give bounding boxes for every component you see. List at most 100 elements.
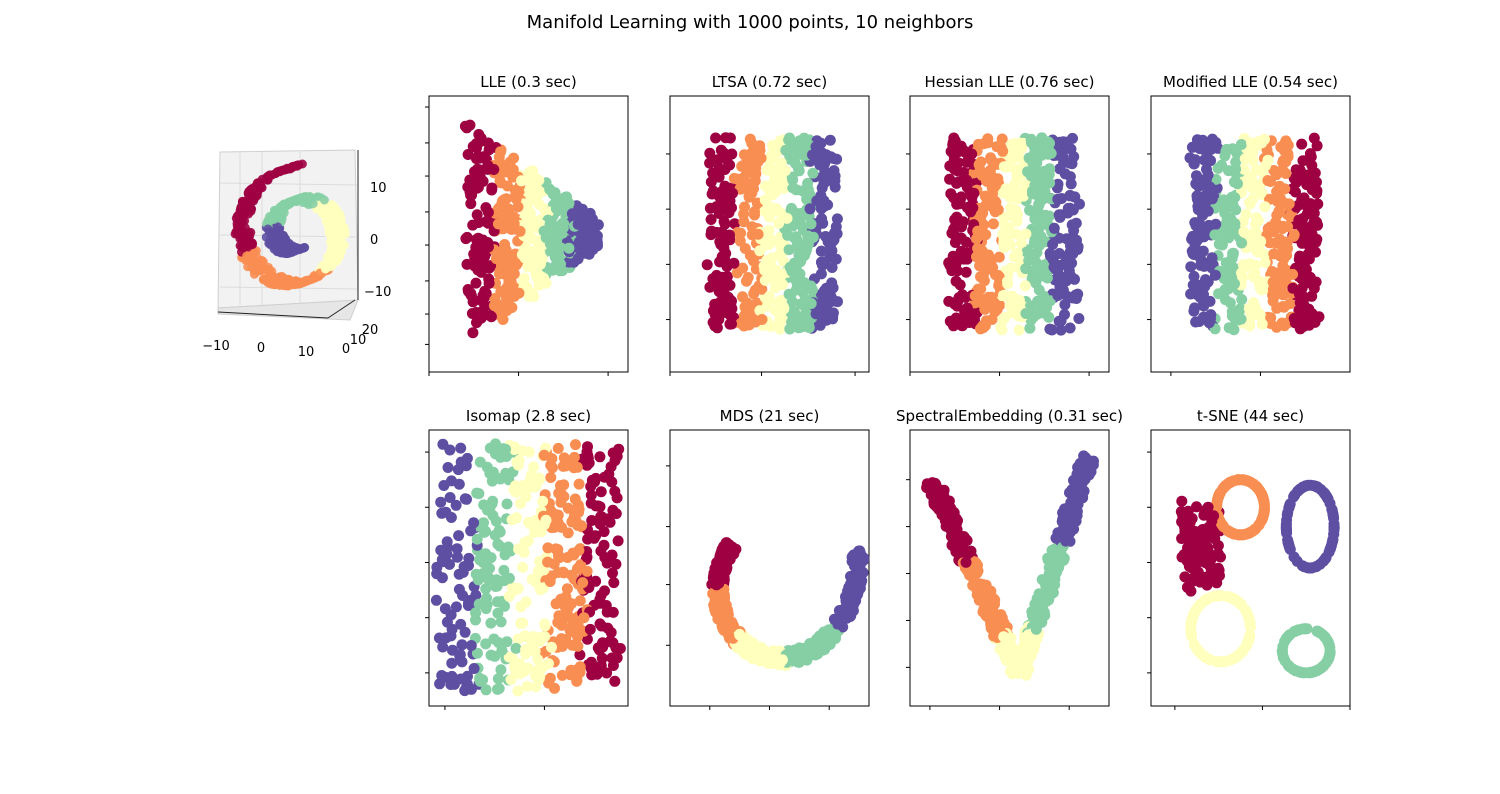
data-point bbox=[1227, 199, 1239, 211]
data-point bbox=[1236, 237, 1248, 249]
data-point bbox=[961, 302, 973, 314]
data-point bbox=[953, 176, 965, 188]
data-point bbox=[944, 259, 956, 271]
data-point bbox=[1267, 289, 1279, 301]
data-point bbox=[718, 288, 730, 299]
data-point bbox=[555, 480, 566, 491]
data-point bbox=[1023, 633, 1035, 645]
data-point bbox=[768, 167, 780, 179]
data-point bbox=[485, 649, 497, 661]
data-point bbox=[780, 144, 792, 156]
x-axis-line bbox=[217, 311, 329, 319]
data-point bbox=[1008, 138, 1020, 150]
data-point bbox=[1278, 320, 1290, 332]
data-point bbox=[1311, 665, 1323, 676]
data-point bbox=[249, 265, 259, 275]
data-point bbox=[493, 683, 505, 694]
data-point bbox=[453, 583, 465, 595]
data-point bbox=[1259, 257, 1271, 269]
data-point bbox=[1290, 665, 1302, 677]
data-point bbox=[822, 175, 834, 186]
figure-title: Manifold Learning with 1000 points, 10 n… bbox=[526, 12, 974, 33]
data-point bbox=[1295, 316, 1307, 328]
data-point bbox=[574, 595, 586, 607]
data-point bbox=[485, 617, 497, 629]
data-point bbox=[1290, 177, 1302, 188]
data-point bbox=[1253, 518, 1265, 530]
data-point bbox=[824, 134, 836, 146]
axes-modified-lle: Modified LLE (0.54 sec) bbox=[1147, 73, 1351, 376]
data-point bbox=[1246, 310, 1257, 322]
axes-frame bbox=[669, 95, 870, 373]
data-point bbox=[701, 259, 713, 271]
data-point bbox=[734, 628, 746, 640]
data-point bbox=[848, 549, 860, 561]
data-point bbox=[718, 242, 730, 254]
data-point bbox=[1283, 500, 1295, 512]
data-point bbox=[1020, 228, 1032, 240]
data-point bbox=[477, 175, 489, 187]
data-point bbox=[1032, 266, 1044, 278]
scatter-points bbox=[430, 438, 626, 697]
data-point bbox=[711, 271, 723, 283]
data-point bbox=[1020, 669, 1032, 681]
data-point bbox=[288, 162, 298, 172]
data-point bbox=[748, 288, 760, 300]
data-point bbox=[595, 545, 607, 557]
data-point bbox=[1200, 274, 1211, 286]
data-point bbox=[827, 282, 839, 294]
data-point bbox=[1053, 209, 1065, 221]
data-point bbox=[568, 451, 580, 463]
data-point bbox=[594, 518, 606, 530]
data-point bbox=[1277, 651, 1289, 663]
data-point bbox=[265, 170, 275, 180]
data-point bbox=[1021, 246, 1033, 258]
data-point bbox=[453, 530, 465, 542]
data-point bbox=[556, 633, 567, 645]
data-point bbox=[729, 218, 741, 230]
data-point bbox=[1200, 506, 1212, 518]
data-point bbox=[709, 306, 721, 318]
data-point bbox=[1324, 648, 1336, 660]
data-point bbox=[1237, 216, 1249, 228]
data-point bbox=[741, 297, 753, 309]
data-point bbox=[595, 486, 607, 498]
data-point bbox=[1030, 256, 1042, 268]
x-tick-label: −10 bbox=[202, 339, 229, 354]
data-point bbox=[510, 584, 522, 596]
data-point bbox=[585, 489, 597, 501]
data-point bbox=[763, 290, 775, 302]
data-point bbox=[492, 607, 504, 619]
data-point bbox=[982, 137, 994, 149]
data-point bbox=[555, 258, 566, 270]
data-point bbox=[461, 493, 472, 505]
data-point bbox=[519, 630, 531, 642]
data-point bbox=[328, 208, 338, 217]
data-point bbox=[973, 586, 985, 598]
data-point bbox=[455, 442, 467, 454]
data-point bbox=[982, 594, 994, 605]
data-point bbox=[945, 146, 957, 157]
data-point bbox=[490, 448, 501, 460]
data-point bbox=[741, 275, 752, 287]
data-point bbox=[1306, 308, 1318, 320]
data-point bbox=[724, 229, 735, 241]
data-point bbox=[585, 656, 597, 668]
data-point bbox=[522, 535, 534, 547]
data-point bbox=[1227, 143, 1238, 155]
data-point bbox=[451, 543, 463, 555]
data-point bbox=[1020, 308, 1032, 319]
data-point bbox=[1280, 524, 1292, 536]
data-point bbox=[746, 229, 758, 241]
data-point bbox=[705, 176, 717, 188]
data-point bbox=[508, 268, 520, 280]
data-point bbox=[768, 141, 780, 153]
data-point bbox=[1188, 158, 1200, 170]
data-point bbox=[1006, 668, 1018, 680]
data-point bbox=[791, 279, 803, 291]
data-point bbox=[1193, 180, 1205, 192]
data-point bbox=[505, 674, 517, 686]
data-point bbox=[1311, 481, 1323, 493]
data-point bbox=[327, 261, 337, 271]
